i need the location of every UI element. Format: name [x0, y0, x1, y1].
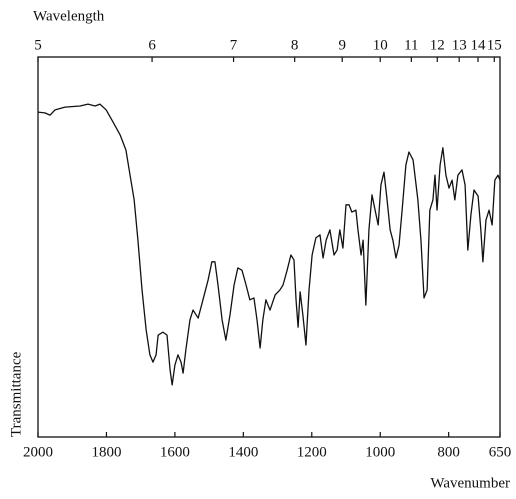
x-axis-label: Wavenumber: [430, 475, 510, 491]
y-axis-label: Transmittance: [8, 351, 24, 437]
x-tick-label: 1400: [228, 444, 258, 460]
x2-tick-label: 7: [230, 37, 238, 53]
spectrum-line: [37, 103, 501, 386]
plot-frame: [37, 56, 501, 438]
x2-tick-label: 13: [452, 37, 467, 53]
x2-tick-label: 6: [148, 37, 156, 53]
x-tick-label: 2000: [23, 444, 53, 460]
x2-tick-label: 10: [373, 37, 388, 53]
x-tick-label: 1600: [160, 444, 190, 460]
x2-tick-label: 9: [338, 37, 346, 53]
x2-axis-label: Wavelength: [33, 8, 105, 24]
x2-tick-label: 15: [487, 37, 502, 53]
x2-tick-label: 8: [291, 37, 299, 53]
x-tick-label: 650: [489, 444, 512, 460]
x2-tick-label: 12: [430, 37, 445, 53]
x-tick-label: 1800: [91, 444, 121, 460]
x-tick-label: 1200: [297, 444, 327, 460]
x2-tick-label: 11: [404, 37, 418, 53]
x2-tick-label: 14: [471, 37, 487, 53]
x-tick-label: 1000: [365, 444, 395, 460]
x2-tick-label: 5: [34, 37, 42, 53]
x-tick-label: 800: [437, 444, 460, 460]
